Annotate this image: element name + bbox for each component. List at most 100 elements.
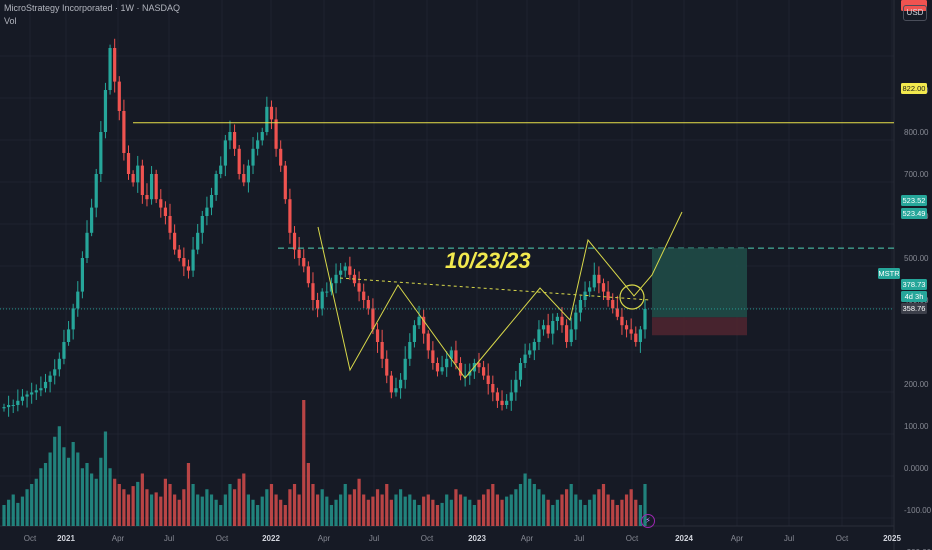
candle-body-110 [509, 392, 513, 401]
volume-bar-62 [288, 489, 292, 526]
candle-body-132 [611, 300, 615, 309]
candle-body-139 [643, 308, 647, 330]
volume-bar-66 [306, 463, 310, 526]
volume-bar-79 [366, 499, 370, 526]
volume-bar-126 [583, 505, 587, 526]
volume-bar-24 [113, 478, 117, 526]
candle-body-34 [159, 199, 163, 208]
candle-body-28 [131, 174, 135, 183]
volume-bar-73 [339, 494, 343, 526]
candle-body-33 [154, 174, 158, 200]
volume-bar-53 [246, 494, 251, 526]
volume-bar-104 [481, 494, 486, 526]
candle-body-27 [126, 153, 131, 174]
currency-button[interactable]: USD [903, 5, 927, 21]
candle-body-101 [468, 371, 472, 376]
candle-body-37 [173, 232, 177, 250]
candle-body-16 [76, 291, 80, 309]
time-tick-8: Oct [421, 534, 434, 543]
volume-bar-27 [126, 494, 131, 526]
candle-body-129 [597, 274, 601, 284]
volume-bar-42 [196, 494, 200, 526]
volume-bar-128 [592, 494, 596, 526]
volume-bar-29 [136, 481, 140, 526]
candle-body-95 [440, 367, 444, 372]
candle-body-40 [186, 266, 191, 271]
candle-body-109 [505, 400, 509, 405]
volume-bar-67 [311, 484, 315, 526]
candle-body-8 [39, 388, 43, 391]
candle-body-135 [624, 325, 629, 330]
price-label-bg-last [901, 279, 927, 290]
volume-bar-12 [57, 426, 61, 526]
volume-bar-52 [242, 473, 246, 526]
volume-bar-129 [597, 489, 601, 526]
candle-body-62 [288, 199, 292, 233]
volume-bar-106 [491, 484, 495, 526]
time-tick-2: Apr [112, 534, 125, 543]
candle-body-82 [380, 342, 384, 359]
volume-bar-124 [574, 494, 578, 526]
candle-body-137 [634, 333, 638, 342]
candle-body-41 [191, 249, 195, 271]
candle-body-123 [569, 329, 573, 342]
candle-body-26 [122, 111, 126, 153]
volume-bar-131 [606, 494, 610, 526]
candle-body-36 [168, 216, 172, 233]
candle-body-106 [491, 384, 495, 393]
volume-bar-99 [458, 494, 463, 526]
candle-body-114 [528, 350, 532, 355]
volume-bar-92 [426, 494, 430, 526]
candle-body-91 [422, 316, 426, 334]
candle-body-96 [445, 358, 449, 368]
candle-body-21 [99, 132, 103, 174]
volume-bar-88 [408, 494, 412, 526]
candle-body-120 [555, 316, 559, 321]
candle-body-10 [48, 375, 52, 382]
price-label-entry: 358.76 [903, 304, 926, 313]
candle-body-75 [348, 266, 352, 275]
candle-body-57 [265, 106, 269, 132]
volume-bar-115 [532, 484, 536, 526]
chart-grid [0, 0, 895, 550]
candle-body-31 [145, 195, 149, 200]
volume-bar-125 [578, 499, 583, 526]
volume-bar-35 [163, 478, 168, 526]
candle-body-51 [237, 148, 241, 174]
time-tick-12: Oct [626, 534, 639, 543]
volume-bar-19 [90, 473, 94, 526]
candle-body-115 [532, 342, 536, 351]
volume-bar-122 [565, 489, 569, 526]
price-label-target: 523.49 [903, 209, 926, 218]
volume-bar-135 [624, 494, 629, 526]
neckline-dashed [339, 277, 651, 301]
volume-bar-82 [380, 494, 384, 526]
candle-body-47 [219, 165, 223, 174]
candle-body-93 [431, 350, 435, 363]
volume-bar-89 [412, 499, 417, 526]
volume-bar-6 [30, 484, 34, 526]
volume-bar-86 [398, 489, 403, 526]
volume-bar-5 [25, 489, 29, 526]
volume-bar-84 [389, 499, 393, 526]
volume-bar-110 [509, 494, 513, 526]
events-bolt-icon[interactable]: ⚡ [641, 514, 655, 528]
candle-body-29 [136, 165, 140, 183]
volume-bar-123 [569, 484, 573, 526]
time-tick-10: Apr [521, 534, 534, 543]
candle-body-45 [209, 195, 214, 208]
candle-body-105 [486, 375, 490, 384]
volume-bar-114 [528, 478, 532, 526]
candle-body-103 [477, 363, 481, 368]
volume-bar-32 [149, 494, 154, 526]
volume-bar-69 [320, 489, 324, 526]
volume-bar-58 [269, 484, 274, 526]
price-tick-7: 100.00 [904, 422, 929, 431]
volume-bar-97 [449, 499, 453, 526]
candle-body-133 [615, 308, 619, 317]
volume-bar-47 [219, 505, 223, 526]
volume-bar-45 [209, 494, 214, 526]
candle-body-44 [205, 207, 209, 216]
candle-body-116 [537, 329, 541, 342]
